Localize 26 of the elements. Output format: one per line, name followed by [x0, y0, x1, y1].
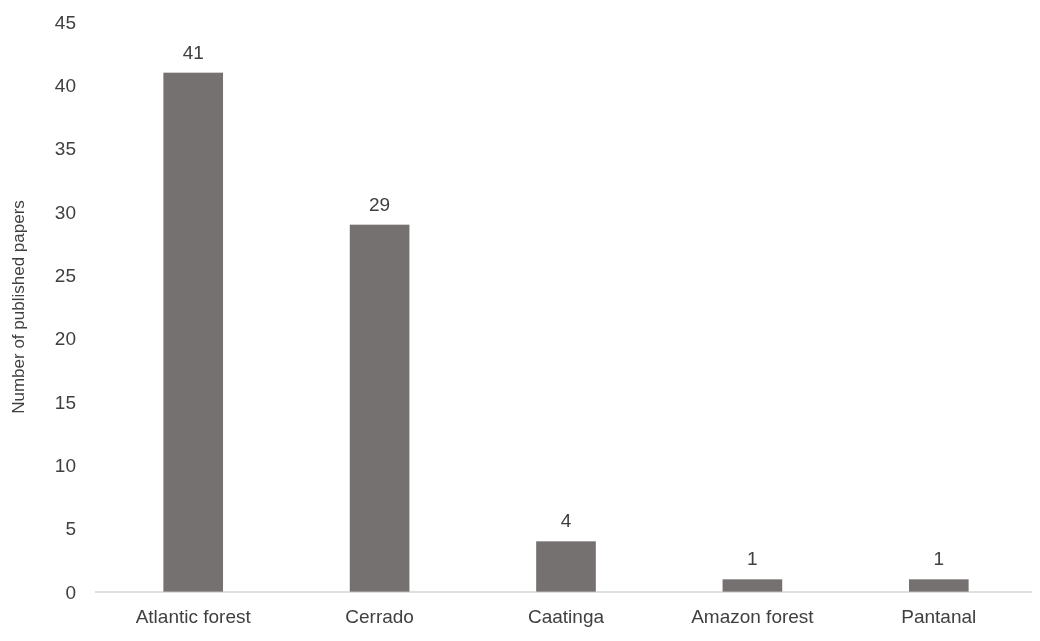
bar [163, 72, 224, 592]
y-tick-label: 40 [54, 74, 76, 96]
x-tick-label: Cerrado [345, 606, 414, 627]
x-tick-label: Atlantic forest [135, 606, 252, 627]
bar [536, 541, 596, 592]
data-label: 29 [369, 193, 391, 215]
data-label: 1 [933, 548, 945, 570]
y-tick-label: 5 [65, 518, 76, 540]
y-tick-label: 30 [54, 201, 76, 223]
y-tick-label: 15 [54, 391, 76, 413]
bar [722, 579, 783, 592]
y-tick-label: 45 [54, 11, 76, 33]
x-tick-label: Pantanal [901, 606, 977, 627]
y-tick-label: 25 [54, 264, 76, 286]
x-tick-label: Amazon forest [691, 606, 815, 627]
data-label: 4 [560, 510, 572, 532]
data-label: 41 [182, 41, 204, 63]
bar [349, 224, 410, 592]
y-tick-label: 35 [54, 138, 76, 160]
bar [908, 579, 969, 592]
y-axis-title: Number of published papers [9, 200, 28, 414]
y-tick-label: 10 [54, 454, 76, 476]
x-tick-label: Caatinga [527, 606, 605, 627]
y-tick-label: 20 [54, 328, 76, 350]
y-tick-label: 0 [65, 581, 76, 603]
data-label: 1 [747, 548, 758, 570]
